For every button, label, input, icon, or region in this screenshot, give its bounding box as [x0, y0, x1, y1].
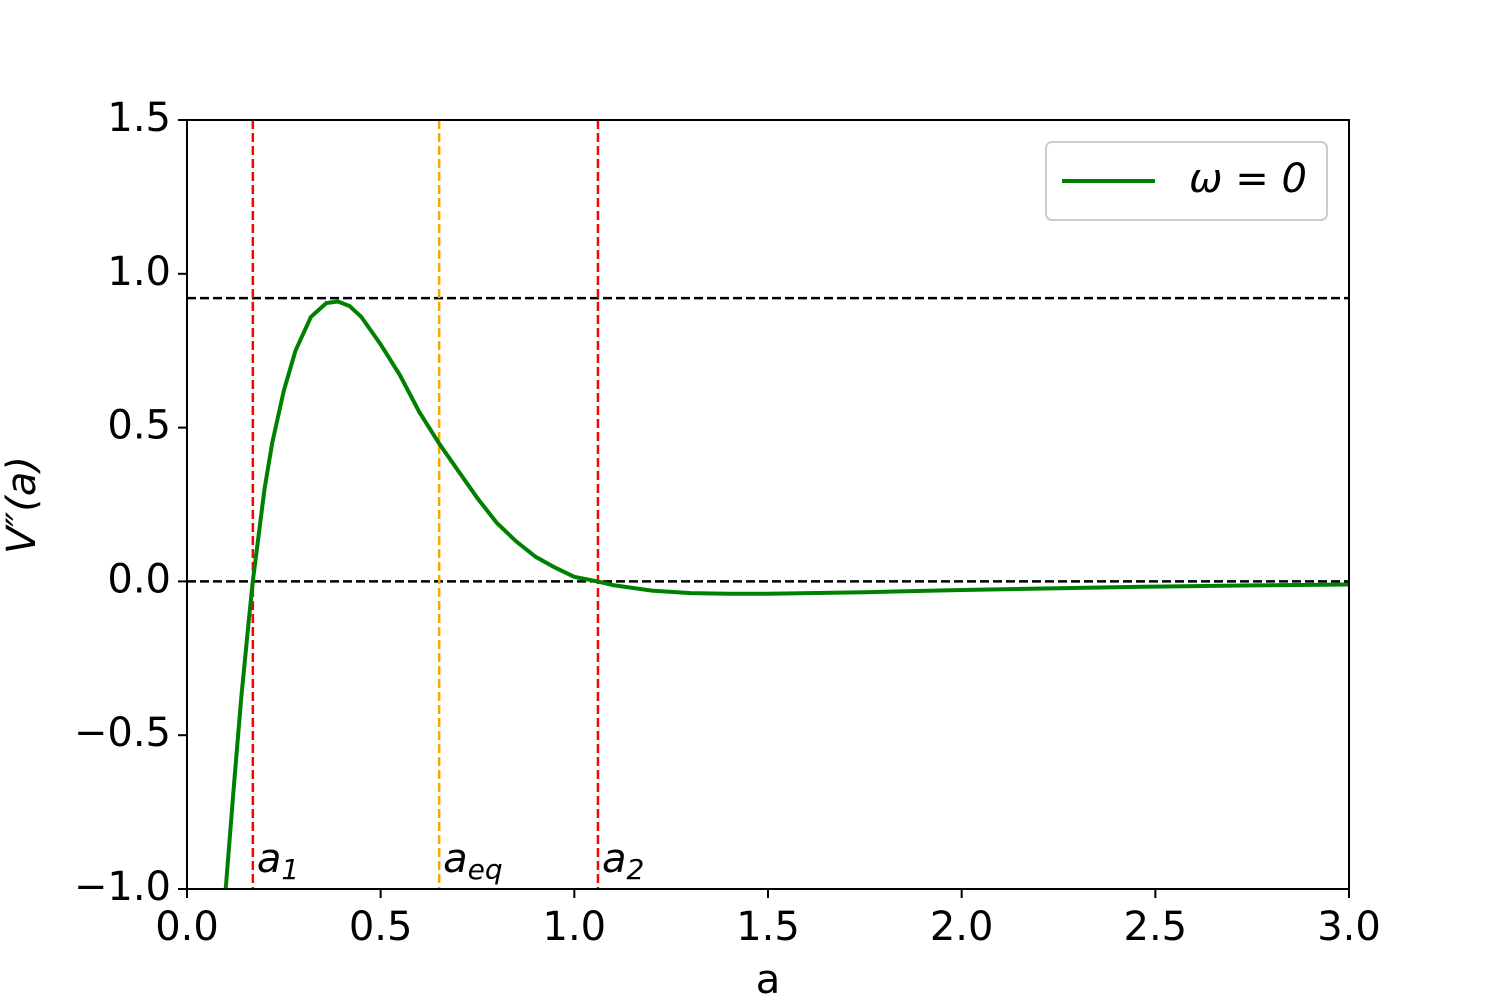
x-tick-label: 1.0 — [543, 904, 607, 950]
marker-label: a1 — [257, 836, 299, 886]
marker-label-base: a — [443, 836, 468, 882]
y-tick-label: −0.5 — [74, 710, 171, 756]
y-tick-label: 0.0 — [107, 556, 171, 602]
x-axis-label: a — [756, 957, 781, 1000]
x-tick-label: 2.0 — [930, 904, 994, 950]
y-tick-label: 0.5 — [107, 403, 171, 449]
x-tick-label: 1.5 — [736, 904, 800, 950]
x-tick-label: 2.5 — [1124, 904, 1188, 950]
marker-label: aeq — [443, 836, 503, 886]
marker-label-sub: eq — [468, 853, 503, 886]
y-tick-label: 1.0 — [107, 249, 171, 295]
marker-label-base: a — [257, 836, 282, 882]
x-tick-label: 3.0 — [1317, 904, 1381, 950]
marker-label-sub: 2 — [626, 853, 644, 886]
y-tick-label: −1.0 — [74, 864, 171, 910]
marker-label-sub: 1 — [281, 853, 299, 886]
plot-frame — [186, 119, 1350, 890]
legend-label: ω = 0 — [1189, 156, 1307, 202]
marker-label: a2 — [602, 836, 644, 886]
legend-box — [1045, 141, 1328, 221]
data-line — [223, 299, 1349, 889]
y-tick-label: 1.5 — [107, 95, 171, 141]
x-tick-label: 0.0 — [155, 904, 219, 950]
x-tick-label: 0.5 — [349, 904, 413, 950]
marker-label-base: a — [602, 836, 627, 882]
y-axis-label: V″(a) — [0, 456, 45, 554]
